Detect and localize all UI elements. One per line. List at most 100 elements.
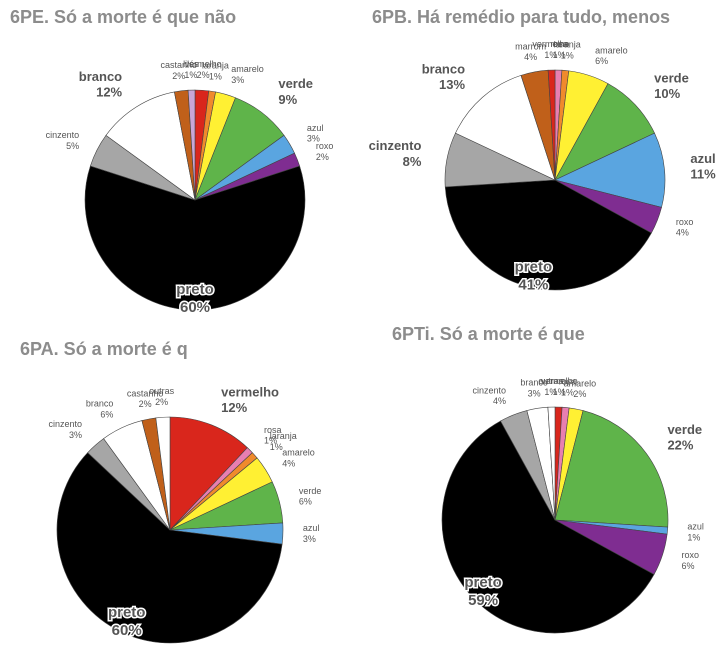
slice-value-label: 59% xyxy=(468,592,498,609)
slice-value-label: 2% xyxy=(172,71,185,81)
slice-label: vermelho xyxy=(541,376,578,386)
pie-slice xyxy=(547,69,556,181)
slice-label: preto xyxy=(176,281,214,298)
slice-value-label: 1% xyxy=(544,387,557,397)
pie-slice xyxy=(56,452,283,644)
slice-label: roxo xyxy=(316,141,334,151)
slice-value-label: 8% xyxy=(403,154,422,169)
slice-label: azul xyxy=(690,151,715,166)
slice-label: roxo xyxy=(676,217,694,227)
slice-label: amarelo xyxy=(564,378,597,388)
slice-label: cinzento xyxy=(46,130,80,140)
slice-label: marrom xyxy=(515,41,546,51)
slice-label: vermelho xyxy=(532,39,569,49)
slice-value-label: 1% xyxy=(209,71,222,81)
slice-value-label: 5% xyxy=(66,141,79,151)
slice-value-label: 6% xyxy=(681,561,694,571)
slice-label: roxo xyxy=(681,550,699,560)
pie-slice xyxy=(554,410,669,528)
pie-slice xyxy=(554,132,666,208)
slice-value-label: 1% xyxy=(270,442,283,452)
pie-slice xyxy=(441,420,655,634)
pie-slice xyxy=(155,416,171,531)
slice-label: azul xyxy=(303,523,320,533)
pie-slice xyxy=(187,89,196,201)
slice-label: azul xyxy=(687,521,704,531)
pie-slice xyxy=(455,75,556,181)
slice-label: outras xyxy=(149,386,175,396)
slice-label: verde xyxy=(654,71,689,86)
slice-value-label: 1% xyxy=(184,70,197,80)
slice-value-label: 10% xyxy=(654,86,680,101)
slice-value-label: 4% xyxy=(282,459,295,469)
slice-value-label: 3% xyxy=(69,430,82,440)
slice-label: preto xyxy=(108,604,146,621)
slice-value-label: 4% xyxy=(676,228,689,238)
slice-value-label: 60% xyxy=(180,299,210,316)
slice-label: outras xyxy=(538,376,564,386)
slice-label: laranja xyxy=(270,431,297,441)
slice-value-label: 1% xyxy=(553,387,566,397)
chart-title: 6PE. Só a morte é que não xyxy=(10,7,236,27)
slice-value-label: 1% xyxy=(553,50,566,60)
slice-label: branco xyxy=(520,378,548,388)
slice-label: cinzento xyxy=(369,138,422,153)
slice-value-label: 2% xyxy=(573,389,586,399)
chart-title: 6PTi. Só a morte é que xyxy=(392,324,585,344)
slice-value-label: 1% xyxy=(687,532,700,542)
slice-value-label: 3% xyxy=(307,134,320,144)
slice-value-label: 4% xyxy=(524,52,537,62)
slice-value-label: 3% xyxy=(231,75,244,85)
slice-value-label: 6% xyxy=(299,497,312,507)
pie-slice xyxy=(444,179,652,291)
slice-label: branco xyxy=(422,62,465,77)
slice-value-label: 3% xyxy=(303,534,316,544)
slice-label: verde xyxy=(667,422,702,437)
slice-label: cinzento xyxy=(49,419,83,429)
slice-label: rosa xyxy=(264,425,282,435)
slice-value-label: 1% xyxy=(264,436,277,446)
slice-label: vermelho xyxy=(221,384,279,399)
slice-value-label: 6% xyxy=(100,409,113,419)
slice-value-label: 13% xyxy=(439,77,465,92)
slice-value-label: 41% xyxy=(518,277,548,294)
slice-label: castanho xyxy=(127,388,164,398)
slice-value-label: 1% xyxy=(561,50,574,60)
slice-value-label: 2% xyxy=(139,399,152,409)
slice-label: azul xyxy=(307,123,324,133)
slice-value-label: 6% xyxy=(595,56,608,66)
slice-value-label: 3% xyxy=(528,388,541,398)
slice-label: amarelo xyxy=(282,448,315,458)
slice-label: verde xyxy=(299,486,322,496)
slice-label: castanho xyxy=(160,60,197,70)
slice-value-label: 22% xyxy=(667,438,693,453)
slice-value-label: 1% xyxy=(544,50,557,60)
slice-value-label: 9% xyxy=(278,92,297,107)
slice-label: laranja xyxy=(554,40,581,50)
slice-label: laranja xyxy=(202,61,229,71)
slice-label: preto xyxy=(515,259,553,276)
slice-label: branco xyxy=(86,399,114,409)
slice-label: lilás xyxy=(183,59,199,69)
slice-label: amarelo xyxy=(231,64,264,74)
slice-value-label: 2% xyxy=(197,70,210,80)
slice-label: amarelo xyxy=(595,45,628,55)
slice-label: branco xyxy=(79,69,122,84)
slice-label: rosa xyxy=(550,39,568,49)
chart-title: 6PB. Há remédio para tudo, menos xyxy=(372,7,670,27)
slice-value-label: 2% xyxy=(155,397,168,407)
pie-slice xyxy=(169,416,248,531)
slice-label: vermelho xyxy=(185,59,222,69)
slice-value-label: 1% xyxy=(561,387,574,397)
slice-value-label: 12% xyxy=(96,84,122,99)
slice-label: preto xyxy=(464,574,502,591)
pie-slice xyxy=(105,91,196,201)
slice-label: cinzento xyxy=(473,385,507,395)
slice-value-label: 11% xyxy=(690,166,716,181)
pie-slice xyxy=(84,165,306,311)
slice-value-label: 4% xyxy=(493,396,506,406)
chart-title: 6PA. Só a morte é q xyxy=(20,339,188,359)
pie-slice xyxy=(547,406,556,521)
slice-value-label: 12% xyxy=(221,400,247,415)
